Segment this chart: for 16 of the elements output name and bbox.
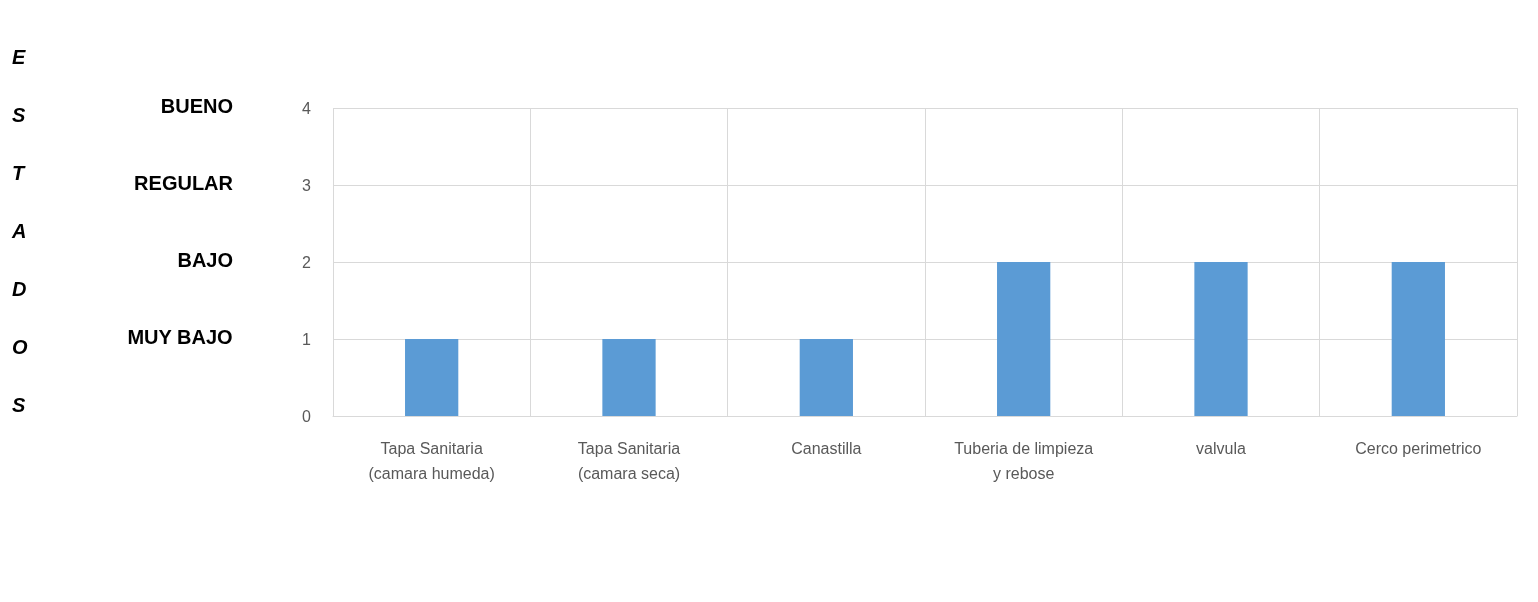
text: MUY BAJO [127, 326, 233, 348]
y-tick-label: 3 [302, 176, 312, 194]
text: ESTADOS [12, 46, 28, 416]
y-tick-label: 0 [302, 407, 312, 425]
y-tick-label: 2 [302, 253, 312, 271]
y-tick-label: 4 [302, 99, 312, 117]
text: BUENO [160, 95, 234, 117]
x-tick-label: valvula [1196, 440, 1246, 457]
x-tick-label: Tuberia de limpieza y rebose [954, 440, 1094, 482]
x-tick-label: Tapa Sanitaria (camara seca) [577, 440, 681, 482]
x-tick-label: Cerco perimetrico [1355, 440, 1482, 457]
text: REGULAR [134, 172, 234, 194]
x-tick-label: Tapa Sanitaria (camara humeda) [368, 440, 495, 482]
y-tick-label: 1 [302, 330, 312, 348]
x-tick-label: Canastilla [791, 440, 862, 457]
text: BAJO [177, 249, 234, 271]
